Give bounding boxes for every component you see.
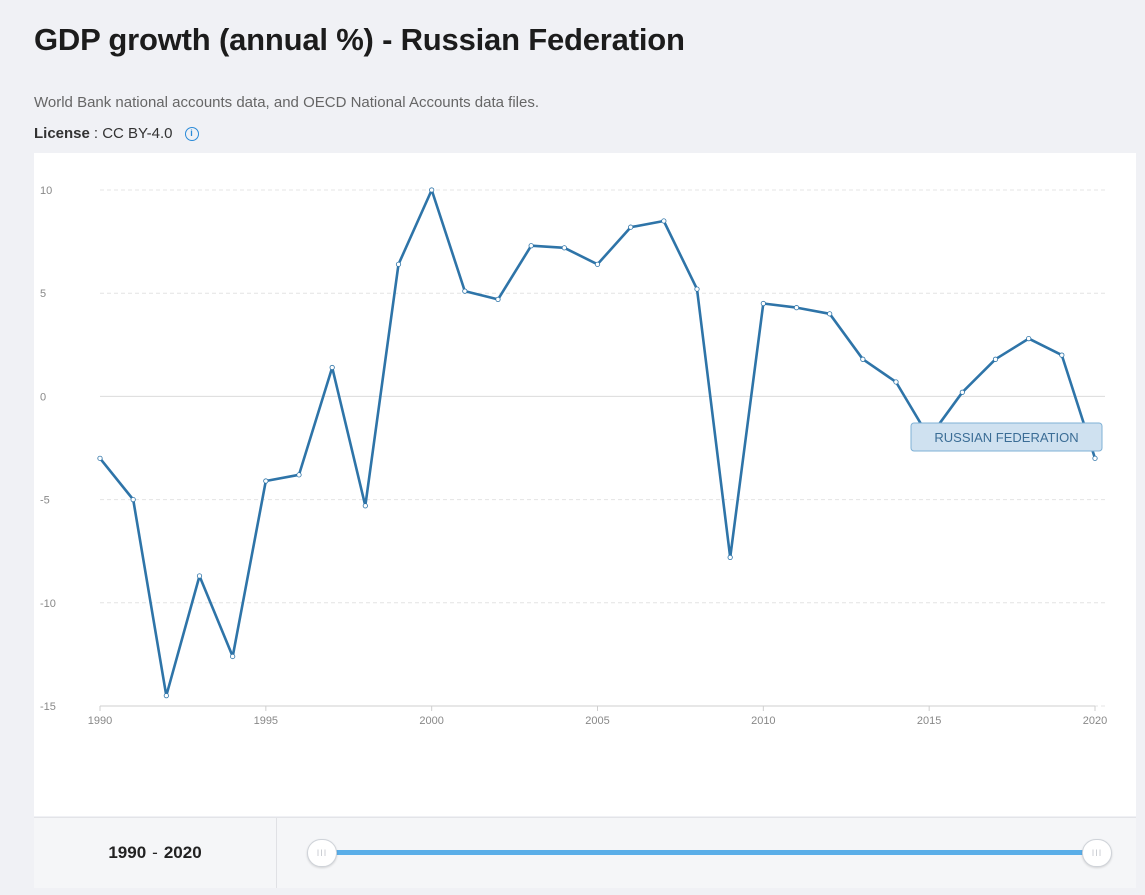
data-point: [959, 389, 965, 395]
data-point: [561, 245, 567, 251]
gdp-line-chart: 10 5 0 -5 -10 -15 1990 1995 2000 2005 2010 2015 2020…: [40, 185, 1107, 727]
y-tick-label: 0: [40, 391, 46, 403]
range-separator: -: [152, 843, 158, 862]
data-point: [727, 554, 733, 560]
data-point: [594, 261, 601, 267]
data-point: [893, 379, 899, 385]
year-range-label: 1990 - 2020: [34, 818, 277, 888]
range-start: 1990: [108, 843, 147, 862]
data-point: [760, 300, 766, 307]
data-point: [992, 356, 999, 362]
data-point: [827, 311, 833, 317]
data-point: [860, 356, 866, 362]
source-note: World Bank national accounts data, and O…: [34, 94, 540, 111]
data-point: [1092, 455, 1098, 461]
x-tick-label: 2010: [751, 715, 775, 727]
range-slider-end-handle[interactable]: III: [1082, 839, 1112, 867]
data-point: [462, 288, 468, 294]
data-point: [230, 653, 236, 660]
x-tick-label: 2005: [585, 715, 609, 727]
data-point: [263, 478, 269, 484]
data-point: [296, 472, 302, 478]
info-icon[interactable]: i: [184, 126, 199, 141]
chart-panel: 10 5 0 -5 -10 -15 1990 1995 2000 2005 2010 2015 2020…: [34, 153, 1136, 816]
series-label: RUSSIAN FEDERATION: [934, 430, 1078, 445]
data-point: [196, 573, 203, 579]
data-point: [528, 243, 534, 249]
y-tick-label: -5: [40, 495, 50, 507]
page-title: GDP growth (annual %) - Russian Federati…: [34, 22, 685, 57]
data-point: [628, 224, 634, 230]
license-value: : CC BY-4.0: [93, 125, 173, 142]
x-tick-label: 2000: [419, 715, 443, 727]
data-point: [395, 261, 402, 267]
x-tick-label: 2015: [917, 715, 941, 727]
data-point: [1059, 352, 1065, 358]
data-point: [130, 496, 136, 503]
x-tick-label: 2020: [1083, 715, 1107, 727]
x-tick-label: 1990: [88, 715, 112, 727]
license-label: License: [34, 125, 90, 142]
data-point: [362, 503, 368, 509]
y-tick-label: -10: [40, 598, 56, 610]
data-point: [329, 364, 335, 371]
data-point: [1026, 336, 1032, 342]
license-line: License : CC BY-4.0 i: [34, 125, 199, 142]
data-point: [429, 187, 435, 193]
data-point: [661, 218, 667, 224]
year-range-bar: 1990 - 2020 III III: [34, 817, 1136, 888]
range-slider-track[interactable]: [321, 850, 1096, 855]
series-label-box: [910, 422, 1103, 452]
data-point: [97, 455, 103, 461]
data-point: [694, 286, 700, 292]
data-point: [793, 305, 800, 311]
data-point: [163, 693, 169, 699]
y-tick-label: 5: [40, 288, 46, 300]
y-tick-label: -15: [40, 701, 56, 713]
y-tick-label: 10: [40, 185, 52, 197]
range-end: 2020: [163, 843, 202, 862]
data-point: [495, 296, 501, 302]
range-slider-start-handle[interactable]: III: [307, 839, 337, 867]
x-tick-label: 1995: [254, 715, 278, 727]
